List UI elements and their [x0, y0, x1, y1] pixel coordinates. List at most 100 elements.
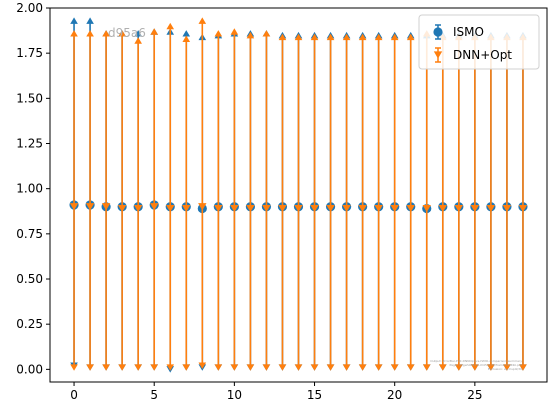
- lower-limit-marker: [471, 364, 479, 371]
- y-tick-label: 1.75: [16, 46, 43, 60]
- upper-limit-marker: [86, 30, 94, 37]
- upper-limit-marker: [390, 33, 399, 41]
- legend-marker-dnn-opt: [433, 51, 443, 59]
- data-point: [438, 204, 447, 213]
- lower-limit-marker: [214, 364, 223, 371]
- x-tick-label: 0: [70, 388, 78, 402]
- data-point: [422, 204, 431, 213]
- y-tick-label: 0.75: [16, 227, 43, 241]
- data-point: [470, 204, 480, 213]
- x-tick-label: 20: [387, 388, 402, 402]
- upper-limit-marker: [134, 30, 142, 37]
- data-point: [85, 203, 95, 211]
- series-dnn-opt: [69, 17, 528, 371]
- lower-limit-marker: [118, 364, 126, 371]
- x-tick-label: 10: [227, 388, 242, 402]
- lower-limit-marker: [294, 364, 303, 371]
- upper-limit-marker: [118, 30, 126, 37]
- upper-limit-marker: [70, 17, 78, 24]
- series-layer: [69, 17, 528, 373]
- x-tick-label: 25: [467, 388, 482, 402]
- data-point: [69, 203, 79, 211]
- lower-limit-marker: [438, 364, 447, 371]
- lower-limit-marker: [278, 364, 287, 371]
- upper-limit-marker: [134, 37, 142, 44]
- lower-limit-marker: [326, 364, 335, 371]
- lower-limit-marker: [358, 364, 367, 371]
- data-point: [150, 203, 159, 211]
- data-point: [486, 204, 496, 213]
- lower-limit-marker: [230, 364, 239, 371]
- lower-limit-marker: [519, 364, 527, 371]
- lower-limit-marker: [102, 364, 110, 371]
- legend-item-ismo: ISMO: [433, 24, 484, 40]
- upper-limit-marker: [182, 35, 191, 42]
- fine-print-line: Page: grfgeh009-rw-Xl4%)1-f9/frame-multi…: [450, 363, 523, 367]
- data-point: [310, 204, 319, 213]
- upper-limit-marker: [102, 30, 110, 37]
- upper-limit-marker: [70, 30, 78, 37]
- y-axis: 0.00 0.25 0.50 0.75 1.00 1.25 1.50 1.75 2.00: [16, 1, 50, 376]
- x-axis: 0 5 10 15 20 25: [70, 382, 482, 402]
- lower-limit-marker: [487, 364, 495, 371]
- fine-print-block: Output: ErrorBar-Plot-DNNOpt-vs-ISMO-com…: [430, 359, 523, 371]
- data-point: [101, 203, 111, 211]
- data-point: [502, 204, 512, 213]
- legend-label-dnn-opt: DNN+Opt: [453, 48, 512, 62]
- lower-limit-marker: [310, 364, 319, 371]
- data-point: [358, 204, 367, 213]
- y-tick-label: 2.00: [16, 1, 43, 15]
- data-point: [326, 204, 335, 213]
- upper-limit-marker: [310, 33, 319, 41]
- data-point: [406, 204, 415, 213]
- x-tick-label: 5: [150, 388, 158, 402]
- upper-limit-marker: [246, 31, 255, 39]
- fine-print-line: Output: ErrorBar-Plot-DNNOpt-vs-ISMO-com…: [430, 359, 522, 363]
- upper-limit-marker: [198, 17, 207, 24]
- legend-label-ismo: ISMO: [453, 25, 484, 39]
- upper-limit-marker: [294, 33, 303, 41]
- lower-limit-marker: [166, 364, 175, 371]
- data-point: [342, 204, 351, 213]
- lower-limit-marker: [70, 364, 78, 371]
- lower-limit-marker: [503, 364, 511, 371]
- data-point: [454, 204, 464, 213]
- lower-limit-marker: [262, 364, 271, 371]
- upper-limit-marker: [166, 22, 175, 30]
- upper-limit-marker: [358, 33, 367, 41]
- upper-limit-marker: [86, 17, 94, 24]
- data-point: [166, 204, 175, 213]
- data-point: [518, 204, 528, 213]
- data-point: [374, 204, 383, 213]
- legend-marker-ismo: [433, 27, 443, 37]
- lower-limit-marker: [198, 362, 207, 369]
- lower-limit-marker: [455, 364, 463, 371]
- lower-limit-marker: [374, 364, 383, 371]
- data-point: [230, 204, 239, 213]
- upper-limit-marker: [374, 33, 383, 41]
- data-point: [117, 204, 127, 213]
- lower-limit-marker: [246, 364, 255, 371]
- lower-limit-marker: [182, 364, 191, 371]
- data-point: [390, 204, 399, 213]
- lower-limit-marker: [406, 364, 415, 371]
- data-point: [294, 204, 303, 213]
- lower-limit-marker: [86, 364, 94, 371]
- y-tick-label: 1.50: [16, 91, 43, 105]
- data-point: [182, 204, 191, 213]
- legend: ISMO DNN+Opt: [418, 14, 540, 70]
- upper-limit-marker: [326, 33, 335, 41]
- data-point: [246, 204, 255, 213]
- y-tick-label: 0.50: [16, 272, 43, 286]
- data-point: [133, 204, 143, 213]
- lower-limit-marker: [134, 364, 142, 371]
- upper-limit-marker: [342, 33, 351, 41]
- x-tick-label: 15: [307, 388, 322, 402]
- lower-limit-marker: [422, 364, 431, 371]
- data-point: [198, 203, 207, 211]
- watermark-text: d95a6: [108, 26, 146, 40]
- y-tick-label: 1.25: [16, 137, 43, 151]
- fine-print-line: Exclusion: e+-hsplz/30: [488, 367, 522, 371]
- upper-limit-marker: [230, 28, 239, 35]
